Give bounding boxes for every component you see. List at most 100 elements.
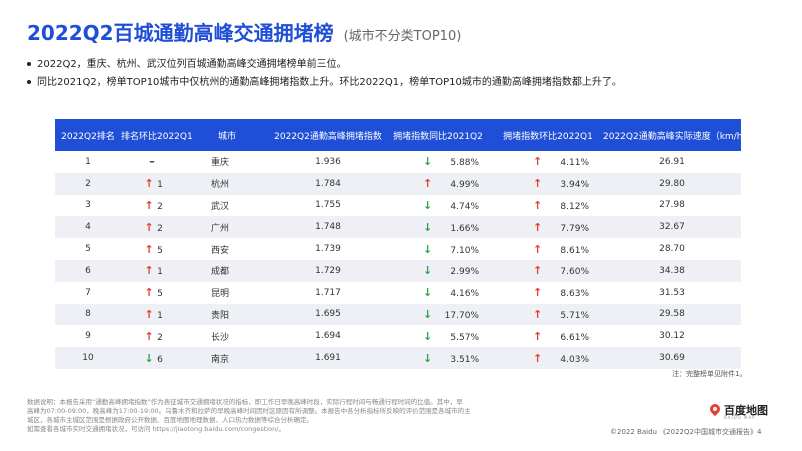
cell-qoq: ↑ 4.11% xyxy=(533,155,589,169)
cell-yoy: ↓ 4.74% xyxy=(423,198,479,212)
qoq-arrow-icon: ↑ xyxy=(533,220,543,234)
cell-index: 1.755 xyxy=(315,200,341,211)
yoy-arrow-icon: ↓ xyxy=(423,307,433,321)
cell-qoq: ↑ 7.79% xyxy=(533,220,589,234)
qoq-arrow-icon: ↑ xyxy=(533,177,543,191)
map-pin-icon xyxy=(707,401,723,417)
copyright: ©2022 Baidu 《2022Q2中国城市交通报告》4 xyxy=(610,428,762,436)
header-speed: 2022Q2通勤高峰实际速度（km/h） xyxy=(603,131,752,142)
cell-city: 重庆 xyxy=(211,158,230,169)
cell-yoy: ↓ 5.57% xyxy=(423,329,479,343)
cell-rank: 7 xyxy=(85,287,91,298)
cell-city: 成都 xyxy=(211,267,230,278)
cell-rank-change: ↑ 2 xyxy=(121,199,183,212)
qoq-arrow-icon: ↑ xyxy=(533,242,543,256)
cell-index: 1.717 xyxy=(315,287,341,298)
table-body: 1 – 重庆 1.936 ↓ 5.88% ↑ 4.11% 26.91 2 ↑ 1 杭州 1.784 ↑ 4.9… xyxy=(55,151,741,369)
qoq-arrow-icon: ↑ xyxy=(533,264,543,278)
cell-rank: 6 xyxy=(85,265,91,276)
rank-arrow-icon: ↑ xyxy=(144,286,154,300)
header-index: 2022Q2通勤高峰拥堵指数 xyxy=(274,131,382,142)
cell-speed: 27.98 xyxy=(659,200,685,211)
qoq-arrow-icon: ↑ xyxy=(533,198,543,212)
cell-rank-change: – xyxy=(121,155,183,168)
cell-rank: 1 xyxy=(85,156,91,167)
cell-qoq: ↑ 8.12% xyxy=(533,198,589,212)
table-header: 2022Q2排名 排名环比2022Q1 城市 2022Q2通勤高峰拥堵指数 拥堵… xyxy=(55,119,752,151)
cell-rank: 5 xyxy=(85,244,91,255)
table-row: 3 ↑ 2 武汉 1.755 ↓ 4.74% ↑ 8.12% 27.98 xyxy=(55,195,741,217)
bullet-dot-icon xyxy=(27,80,31,84)
cell-yoy: ↓ 7.10% xyxy=(423,242,479,256)
table-row: 4 ↑ 2 广州 1.748 ↓ 1.66% ↑ 7.79% 32.67 xyxy=(55,216,741,239)
cell-rank: 10 xyxy=(82,353,94,364)
bullet-dot-icon xyxy=(27,62,31,66)
baidu-map-logo: 百度地图 BAIDU MAP xyxy=(707,401,770,422)
cell-index: 1.739 xyxy=(315,244,341,255)
cell-city: 长沙 xyxy=(211,332,230,343)
cell-yoy: ↓ 2.99% xyxy=(423,264,479,278)
table-row: 8 ↑ 1 贵阳 1.695 ↓ 17.70% ↑ 5.71% 29.58 xyxy=(55,303,741,326)
cell-city: 南京 xyxy=(211,354,230,365)
header-city: 城市 xyxy=(218,131,237,142)
table-row: 9 ↑ 2 长沙 1.694 ↓ 5.57% ↑ 6.61% 30.12 xyxy=(55,325,741,347)
cell-speed: 29.80 xyxy=(659,178,685,189)
table-row: 2 ↑ 1 杭州 1.784 ↑ 4.99% ↑ 3.94% 29.80 xyxy=(55,172,741,195)
cell-speed: 29.58 xyxy=(659,309,685,320)
cell-speed: 32.67 xyxy=(659,222,685,233)
cell-city: 广州 xyxy=(211,223,230,234)
rank-arrow-icon: ↑ xyxy=(144,198,154,212)
cell-city: 武汉 xyxy=(211,201,230,212)
cell-speed: 34.38 xyxy=(659,265,685,276)
page-title: 2022Q2百城通勤高峰交通拥堵榜 (城市不分类TOP10) xyxy=(27,17,461,46)
cell-qoq: ↑ 8.63% xyxy=(533,286,589,300)
cell-index: 1.784 xyxy=(315,178,341,189)
cell-city: 杭州 xyxy=(211,180,230,191)
cell-rank: 4 xyxy=(85,222,91,233)
cell-qoq: ↑ 4.03% xyxy=(533,351,589,365)
cell-index: 1.694 xyxy=(315,331,341,342)
summary-bullets: 2022Q2，重庆、杭州、武汉位列百城通勤高峰交通拥堵榜单前三位。 同比2021… xyxy=(27,56,622,92)
yoy-arrow-icon: ↓ xyxy=(423,329,433,343)
cell-yoy: ↓ 17.70% xyxy=(423,307,479,321)
yoy-arrow-icon: ↑ xyxy=(423,177,433,191)
cell-qoq: ↑ 3.94% xyxy=(533,177,589,191)
cell-rank-change: ↑ 1 xyxy=(121,308,183,321)
rank-arrow-icon: ↑ xyxy=(144,177,154,191)
cell-rank: 2 xyxy=(85,178,91,189)
cell-yoy: ↓ 5.88% xyxy=(423,155,479,169)
cell-speed: 28.70 xyxy=(659,244,685,255)
yoy-arrow-icon: ↓ xyxy=(423,198,433,212)
cell-rank-change: ↑ 5 xyxy=(121,243,183,256)
cell-index: 1.936 xyxy=(315,156,341,167)
cell-rank-change: ↑ 5 xyxy=(121,286,183,299)
header-rank-change: 排名环比2022Q1 xyxy=(121,131,193,142)
qoq-arrow-icon: ↑ xyxy=(533,329,543,343)
cell-rank: 8 xyxy=(85,309,91,320)
rank-arrow-icon: ↓ xyxy=(144,351,154,365)
title-text: 2022Q2百城通勤高峰交通拥堵榜 xyxy=(27,21,334,45)
cell-rank-change: ↑ 2 xyxy=(121,221,183,234)
table-row: 6 ↑ 1 成都 1.729 ↓ 2.99% ↑ 7.60% 34.38 xyxy=(55,259,741,282)
rank-arrow-icon: ↑ xyxy=(144,220,154,234)
header-rank: 2022Q2排名 xyxy=(61,131,115,142)
cell-city: 西安 xyxy=(211,245,230,256)
cell-qoq: ↑ 7.60% xyxy=(533,264,589,278)
cell-rank-change: ↑ 1 xyxy=(121,177,183,190)
qoq-arrow-icon: ↑ xyxy=(533,307,543,321)
cell-rank-change: ↑ 1 xyxy=(121,264,183,277)
cell-index: 1.748 xyxy=(315,222,341,233)
data-notes: 数据说明：本报告采用“通勤高峰拥堵指数”作为表征城市交通拥堵状况的指标，即工作日… xyxy=(27,398,471,433)
cell-rank-change: ↑ 2 xyxy=(121,330,183,343)
cell-index: 1.691 xyxy=(315,353,341,364)
yoy-arrow-icon: ↓ xyxy=(423,242,433,256)
cell-speed: 30.69 xyxy=(659,353,685,364)
header-yoy: 拥堵指数同比2021Q2 xyxy=(393,131,483,142)
table-row: 5 ↑ 5 西安 1.739 ↓ 7.10% ↑ 8.61% 28.70 xyxy=(55,238,741,260)
cell-qoq: ↑ 6.61% xyxy=(533,329,589,343)
rank-arrow-icon: ↑ xyxy=(144,307,154,321)
cell-yoy: ↓ 4.16% xyxy=(423,286,479,300)
cell-rank: 3 xyxy=(85,200,91,211)
yoy-arrow-icon: ↓ xyxy=(423,286,433,300)
title-subtitle: (城市不分类TOP10) xyxy=(343,29,462,44)
